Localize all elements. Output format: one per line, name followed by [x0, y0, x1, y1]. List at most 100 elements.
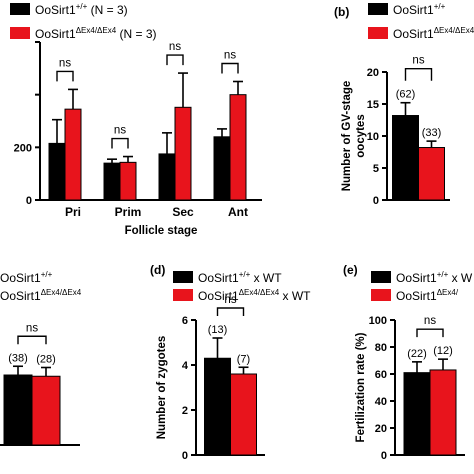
legend-sup: +/+	[41, 270, 53, 279]
y-tick-label: 15	[367, 99, 379, 111]
legend-1-1-main: OoSirt1	[393, 27, 434, 41]
bar-0-1-0	[64, 108, 82, 201]
significance-label: ns	[26, 322, 38, 334]
data-label: (38)	[8, 352, 28, 364]
legend-1-1: OoSirt1ΔEx4/ΔEx4	[368, 26, 474, 41]
significance-bracket	[221, 62, 239, 74]
y-tick-label: 6	[182, 315, 188, 327]
panel-label-4: (e)	[343, 263, 358, 277]
legend-3-1: OoSirt1ΔEx4/ΔEx4 x WT	[173, 288, 311, 303]
y-tick-label: 0	[182, 450, 188, 462]
y-tick-label: 4	[182, 360, 189, 372]
y-axis-label: Number of zygotes	[156, 336, 168, 440]
bar-0-1-3	[229, 94, 247, 201]
data-label: (28)	[36, 354, 56, 366]
legend-2-1: OoSirt1ΔEx4/ΔEx4	[0, 288, 82, 303]
bar-1-1-0	[418, 147, 445, 201]
category-label: Pri	[65, 205, 81, 219]
y-axis-label: Fertilization rate (%)	[355, 332, 367, 442]
bar-1-0-0	[392, 115, 419, 201]
legend-4-1-label: OoSirt1ΔEx4/	[396, 288, 459, 303]
y-tick-label: 0	[26, 195, 32, 207]
y-tick-label: 10	[367, 131, 379, 143]
legend-main: OoSirt1	[0, 271, 41, 285]
y-tick-label: 200	[14, 142, 32, 154]
significance-label: ns	[59, 57, 71, 69]
bar-0-0-3	[213, 136, 231, 201]
y-tick-label: 2	[182, 405, 188, 417]
legend-0-1-sup: ΔEx4/ΔEx4	[76, 26, 117, 35]
y-tick-label: 60	[375, 369, 387, 381]
chart-3: 0 2 4 6 Number of zygotes (13) (7) ns	[156, 294, 265, 462]
significance-label: ns	[114, 125, 126, 137]
significance-bracket	[216, 307, 245, 316]
legend-4-0-tail: x W	[448, 271, 473, 285]
panel-label-1: (b)	[334, 5, 349, 19]
y-tick-label: 100	[369, 315, 387, 327]
y-axis-label: oocytes	[355, 114, 367, 157]
chart-0: 0 200 Follicle stage Pri ns Prim ns Sec ns Ant ns	[14, 41, 262, 237]
bar-4-1-0	[429, 369, 457, 456]
legend-1-0-label: OoSirt1+/+	[393, 2, 446, 17]
legend-0-0-sup: +/+	[76, 2, 88, 11]
legend-3-0-label: OoSirt1+/+ x WT	[198, 270, 282, 285]
legend-0-0-swatch	[10, 3, 30, 15]
significance-bracket	[416, 328, 444, 338]
legend-4-0-swatch	[371, 271, 391, 283]
category-label: Sec	[172, 205, 194, 219]
significance-bracket	[404, 68, 433, 81]
y-tick-label: 0	[373, 195, 379, 207]
bar-0-0-1	[103, 162, 121, 201]
legend-0-1: OoSirt1ΔEx4/ΔEx4 (N = 3)	[10, 26, 157, 41]
bar-3-1-0	[230, 373, 257, 456]
significance-label: ns	[169, 41, 181, 53]
legend-3-1-label: OoSirt1ΔEx4/ΔEx4 x WT	[198, 288, 311, 303]
x-axis-label: Follicle stage	[125, 225, 198, 237]
legend-1-0-sup: +/+	[434, 2, 446, 11]
legend-1-0-main: OoSirt1	[393, 3, 434, 17]
legend-0-0-tail: (N = 3)	[87, 3, 127, 17]
legend-0-0-label: OoSirt1+/+ (N = 3)	[35, 2, 128, 17]
data-label: (12)	[433, 345, 453, 357]
legend-0-1-label: OoSirt1ΔEx4/ΔEx4 (N = 3)	[35, 26, 157, 41]
bar-0-0-2	[158, 153, 176, 201]
y-tick-label: 0	[381, 450, 387, 462]
bar-0-1-2	[174, 106, 192, 201]
legend-1-1-swatch	[368, 27, 388, 39]
data-label: (62)	[396, 89, 416, 101]
significance-bracket	[56, 70, 74, 82]
bar-2-1-0	[31, 375, 61, 446]
legend-3-1-swatch	[173, 289, 193, 301]
legend-0-0-main: OoSirt1	[35, 3, 76, 17]
y-tick-label: 80	[375, 342, 387, 354]
legend-0-1-tail: (N = 3)	[116, 27, 156, 41]
data-label: (33)	[422, 127, 442, 139]
legend-3-0-tail: x WT	[250, 271, 282, 285]
chart-1: 0 5 10 15 20 Number of GV-stage oocytes (62) (33…	[341, 55, 450, 207]
legend-4-1-swatch	[371, 289, 391, 301]
legend-4-1-main: OoSirt1	[396, 289, 437, 303]
legend-1-1-sup: ΔEx4/ΔEx4	[434, 26, 474, 35]
legend-main: OoSirt1	[0, 289, 41, 303]
y-tick-label: 20	[375, 423, 387, 435]
significance-bracket	[166, 54, 184, 66]
y-tick-label: 20	[367, 67, 379, 79]
legend-1-0: OoSirt1+/+	[368, 2, 446, 17]
legend-3-0-main: OoSirt1	[198, 271, 239, 285]
bar-2-0-0	[3, 374, 33, 446]
legend-0-1-main: OoSirt1	[35, 27, 76, 41]
legend-0-1-swatch	[10, 27, 30, 39]
y-tick-label: 5	[373, 163, 379, 175]
category-label: Prim	[115, 205, 142, 219]
significance-label: ns	[224, 50, 236, 62]
significance-label: ns	[224, 294, 236, 306]
legend-3-0: OoSirt1+/+ x WT	[173, 270, 282, 285]
bar-3-0-0	[204, 357, 231, 456]
bar-4-0-0	[403, 372, 431, 456]
legend-4-1-sup: ΔEx4/	[437, 288, 459, 297]
bar-0-1-1	[119, 161, 137, 201]
y-tick-label: 40	[375, 396, 387, 408]
significance-label: ns	[424, 315, 436, 327]
